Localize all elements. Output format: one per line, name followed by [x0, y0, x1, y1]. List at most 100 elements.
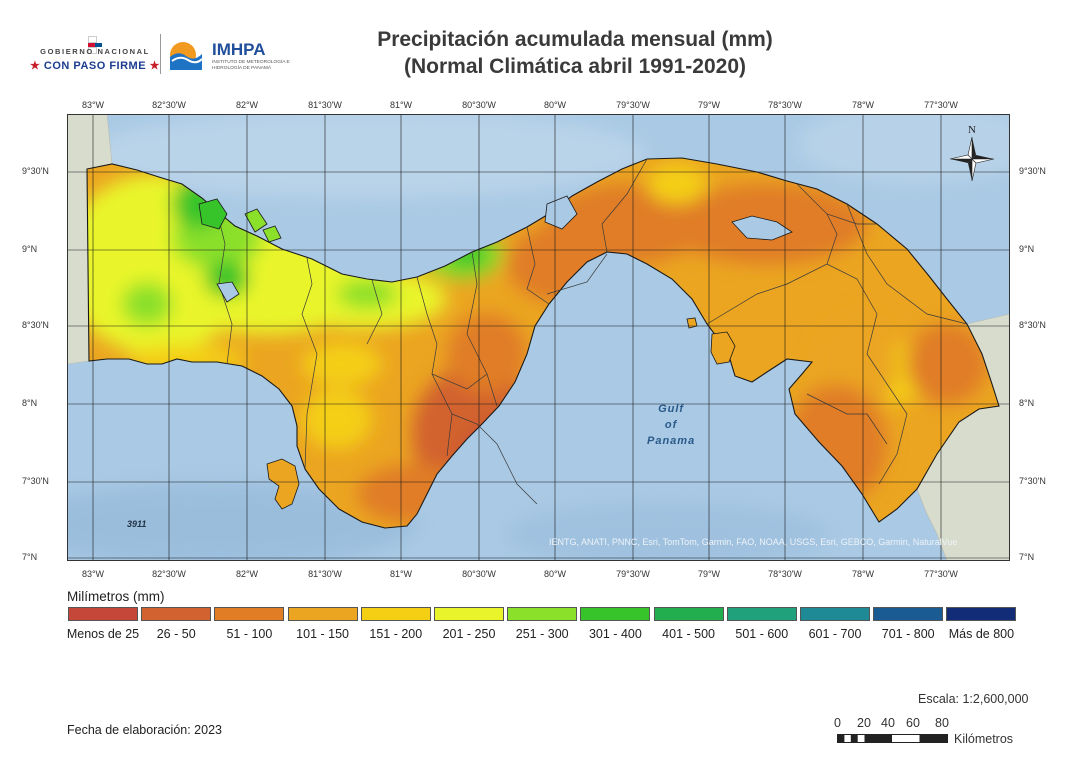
legend-label: Más de 800: [948, 627, 1015, 641]
scale-tick-label: 0: [834, 716, 841, 730]
latitude-label-right: 7°30'N: [1019, 476, 1046, 486]
longitude-label-top: 77°30'W: [924, 100, 958, 110]
north-arrow-icon: N: [949, 124, 995, 182]
legend-swatch: [653, 607, 724, 621]
lakes: [216, 195, 793, 303]
longitude-label-bottom: 80°W: [543, 569, 567, 579]
longitude-label-top: 81°W: [389, 100, 413, 110]
latitude-label-right: 9°N: [1019, 244, 1035, 254]
map-title: Precipitación acumulada mensual (mm) (No…: [300, 26, 850, 80]
scale-bar: 0 20 40 60 80 Kilómetros: [832, 716, 1032, 750]
north-label: N: [968, 124, 976, 136]
longitude-label-bottom: 82°W: [235, 569, 259, 579]
legend-label: 301 - 400: [588, 627, 642, 641]
legend-swatch: [580, 607, 651, 621]
legend-label: 51 - 100: [226, 627, 273, 641]
longitude-label-bottom: 79°30'W: [616, 569, 650, 579]
longitude-label-bottom: 80°30'W: [462, 569, 496, 579]
org-subtitle: INSTITUTO DE METEOROLOGÍA E HIDROLOGÍA D…: [212, 60, 290, 71]
longitude-label-top: 80°W: [543, 100, 567, 110]
legend-swatch: [946, 607, 1017, 621]
longitude-label-bottom: 83°W: [81, 569, 105, 579]
title-line1: Precipitación acumulada mensual (mm): [377, 28, 773, 51]
legend-swatch: [873, 607, 944, 621]
longitude-label-top: 80°30'W: [462, 100, 496, 110]
legend-title: Milímetros (mm): [67, 589, 165, 604]
legend-swatch: [360, 607, 431, 621]
legend-swatch: [507, 607, 578, 621]
date-text: Fecha de elaboración: 2023: [67, 723, 222, 737]
map-canvas: N: [17, 104, 1037, 564]
longitude-label-bottom: 79°W: [697, 569, 721, 579]
title-line2: (Normal Climática abril 1991-2020): [404, 55, 746, 78]
legend-swatch: [214, 607, 285, 621]
longitude-label-top: 79°30'W: [616, 100, 650, 110]
longitude-label-top: 79°W: [697, 100, 721, 110]
scale-unit: Kilómetros: [954, 732, 1014, 746]
legend-label: Menos de 25: [66, 627, 140, 641]
latitude-label-left: 7°N: [22, 552, 38, 562]
coiba-island: [266, 458, 300, 510]
longitude-label-bottom: 78°30'W: [768, 569, 802, 579]
latitude-label-left: 8°N: [22, 398, 38, 408]
legend-label: 601 - 700: [808, 627, 862, 641]
imhpa-logo: IMHPA INSTITUTO DE METEOROLOGÍA E HIDROL…: [168, 38, 290, 78]
province-borders: [216, 158, 968, 505]
imhpa-emblem-icon: [170, 42, 203, 70]
longitude-label-top: 82°30'W: [152, 100, 186, 110]
latitude-label-right: 8°N: [1019, 398, 1035, 408]
legend-label: 151 - 200: [369, 627, 423, 641]
scale-tick-label: 60: [906, 716, 920, 730]
gov-line1: GOBIERNO NACIONAL: [40, 47, 150, 56]
legend-label: 701 - 800: [881, 627, 935, 641]
logo-separator: [160, 34, 161, 74]
longitude-label-top: 78°30'W: [768, 100, 802, 110]
longitude-label-bottom: 82°30'W: [152, 569, 186, 579]
legend-swatch: [434, 607, 504, 621]
legend-label: 26 - 50: [156, 627, 196, 641]
org-name: IMHPA: [212, 40, 266, 59]
scale-bar-graphic: [837, 734, 948, 743]
latitude-label-left: 8°30'N: [22, 320, 49, 330]
graticule-lines: [67, 114, 1010, 561]
legend-swatch: [800, 607, 870, 621]
gulf-of-panama-label: Gulf of Panama: [647, 403, 696, 447]
latitude-label-left: 7°30'N: [22, 476, 49, 486]
latitude-label-left: 9°N: [22, 244, 38, 254]
legend-label: 501 - 600: [735, 627, 789, 641]
legend-label: 401 - 500: [662, 627, 716, 641]
legend-swatch: [726, 607, 797, 621]
legend-swatch: [68, 607, 138, 621]
longitude-label-bottom: 78°W: [851, 569, 875, 579]
legend-label: 101 - 150: [296, 627, 350, 641]
panama-flag-icon: [88, 36, 102, 54]
gobierno-nacional-logo: GOBIERNO NACIONAL ★ CON PASO FIRME ★: [30, 36, 160, 72]
longitude-label-bottom: 81°W: [389, 569, 413, 579]
latitude-label-right: 9°30'N: [1019, 166, 1046, 176]
gatun-lake: [544, 195, 578, 230]
longitude-label-top: 82°W: [235, 100, 259, 110]
legend-swatch: [141, 607, 212, 621]
map-frame: [67, 114, 1010, 561]
legend-label: 201 - 250: [442, 627, 496, 641]
latitude-label-right: 7°N: [1019, 552, 1035, 562]
legend-label: 251 - 300: [515, 627, 569, 641]
longitude-label-top: 81°30'W: [308, 100, 342, 110]
scale-tick-label: 20: [857, 716, 871, 730]
rey-island: [710, 331, 736, 365]
bathymetry-shading: [17, 104, 1037, 564]
longitude-label-bottom: 81°30'W: [308, 569, 342, 579]
bayano-lake: [731, 215, 793, 241]
map-attribution: IENTG, ANATI, PNNC, Esri, TomTom, Garmin…: [549, 537, 958, 547]
precipitation-legend: Menos de 25 26 - 50 51 - 100 101 - 150 151 -…: [52, 607, 1022, 647]
latitude-label-right: 8°30'N: [1019, 320, 1046, 330]
longitude-label-top: 83°W: [81, 100, 105, 110]
precipitation-map: N Gulf of Panama 3911 IENTG, ANATI, PNNC…: [17, 104, 1037, 564]
gov-line2: ★ CON PASO FIRME ★: [30, 60, 160, 72]
scale-tick-label: 40: [881, 716, 895, 730]
scale-text: Escala: 1:2,600,000: [918, 692, 1029, 706]
latitude-label-left: 9°30'N: [22, 166, 49, 176]
scale-tick-label: 80: [935, 716, 949, 730]
longitude-label-top: 78°W: [851, 100, 875, 110]
depth-label: 3911: [127, 519, 147, 529]
